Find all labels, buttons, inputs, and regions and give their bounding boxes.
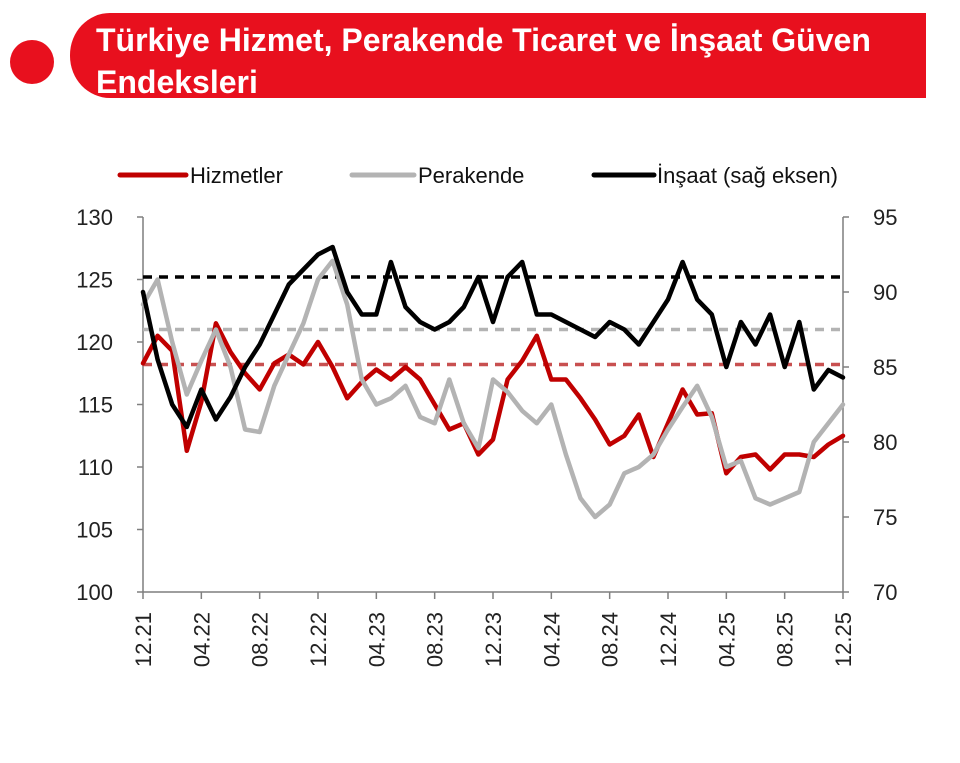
left-tick-label: 125 [76, 268, 113, 293]
left-tick-label: 110 [78, 455, 113, 480]
legend-label-1: Hizmetler [190, 163, 283, 188]
left-tick-label: 115 [78, 393, 113, 418]
right-tick-label: 85 [873, 355, 897, 380]
left-tick-label: 120 [76, 330, 113, 355]
x-tick-label: 04.25 [714, 612, 739, 667]
x-tick-label: 08.24 [598, 612, 623, 667]
legend: Hizmetler Perakende İnşaat (sağ eksen) [117, 163, 838, 188]
right-tick-label: 70 [873, 580, 897, 605]
left-tick-label: 105 [76, 518, 113, 543]
legend-label-3: İnşaat (sağ eksen) [657, 163, 838, 188]
right-tick-label: 75 [873, 505, 897, 530]
x-tick-label: 08.25 [773, 612, 798, 667]
series-lines [140, 244, 846, 520]
x-tick-label: 12.21 [131, 612, 156, 667]
x-tick-label: 04.23 [364, 612, 389, 667]
right-tick-label: 90 [873, 280, 897, 305]
x-tick-label: 12.23 [481, 612, 506, 667]
series-line-3 [140, 244, 846, 430]
x-tick-label: 04.22 [189, 612, 214, 667]
right-tick-label: 95 [873, 205, 897, 230]
page-title: Türkiye Hizmet, Perakende Ticaret ve İnş… [96, 22, 871, 98]
title-banner: Türkiye Hizmet, Perakende Ticaret ve İnş… [70, 13, 926, 98]
legend-label-2: Perakende [418, 163, 524, 188]
x-tick-label: 12.25 [831, 612, 856, 667]
left-tick-label: 130 [76, 205, 113, 230]
x-tick-label: 04.24 [539, 612, 564, 667]
x-tick-label: 08.23 [423, 612, 448, 667]
series-line-1 [140, 321, 846, 476]
right-tick-label: 80 [873, 430, 897, 455]
x-tick-label: 12.24 [656, 612, 681, 667]
red-bullet-icon [10, 40, 54, 84]
x-tick-label: 08.22 [248, 612, 273, 667]
series-line-2 [140, 258, 846, 520]
x-tick-label: 12.22 [306, 612, 331, 667]
left-tick-label: 100 [76, 580, 113, 605]
axes: 100 105 110 115 120 125 130 70 75 80 85 90 95 12.21 04… [76, 205, 897, 667]
